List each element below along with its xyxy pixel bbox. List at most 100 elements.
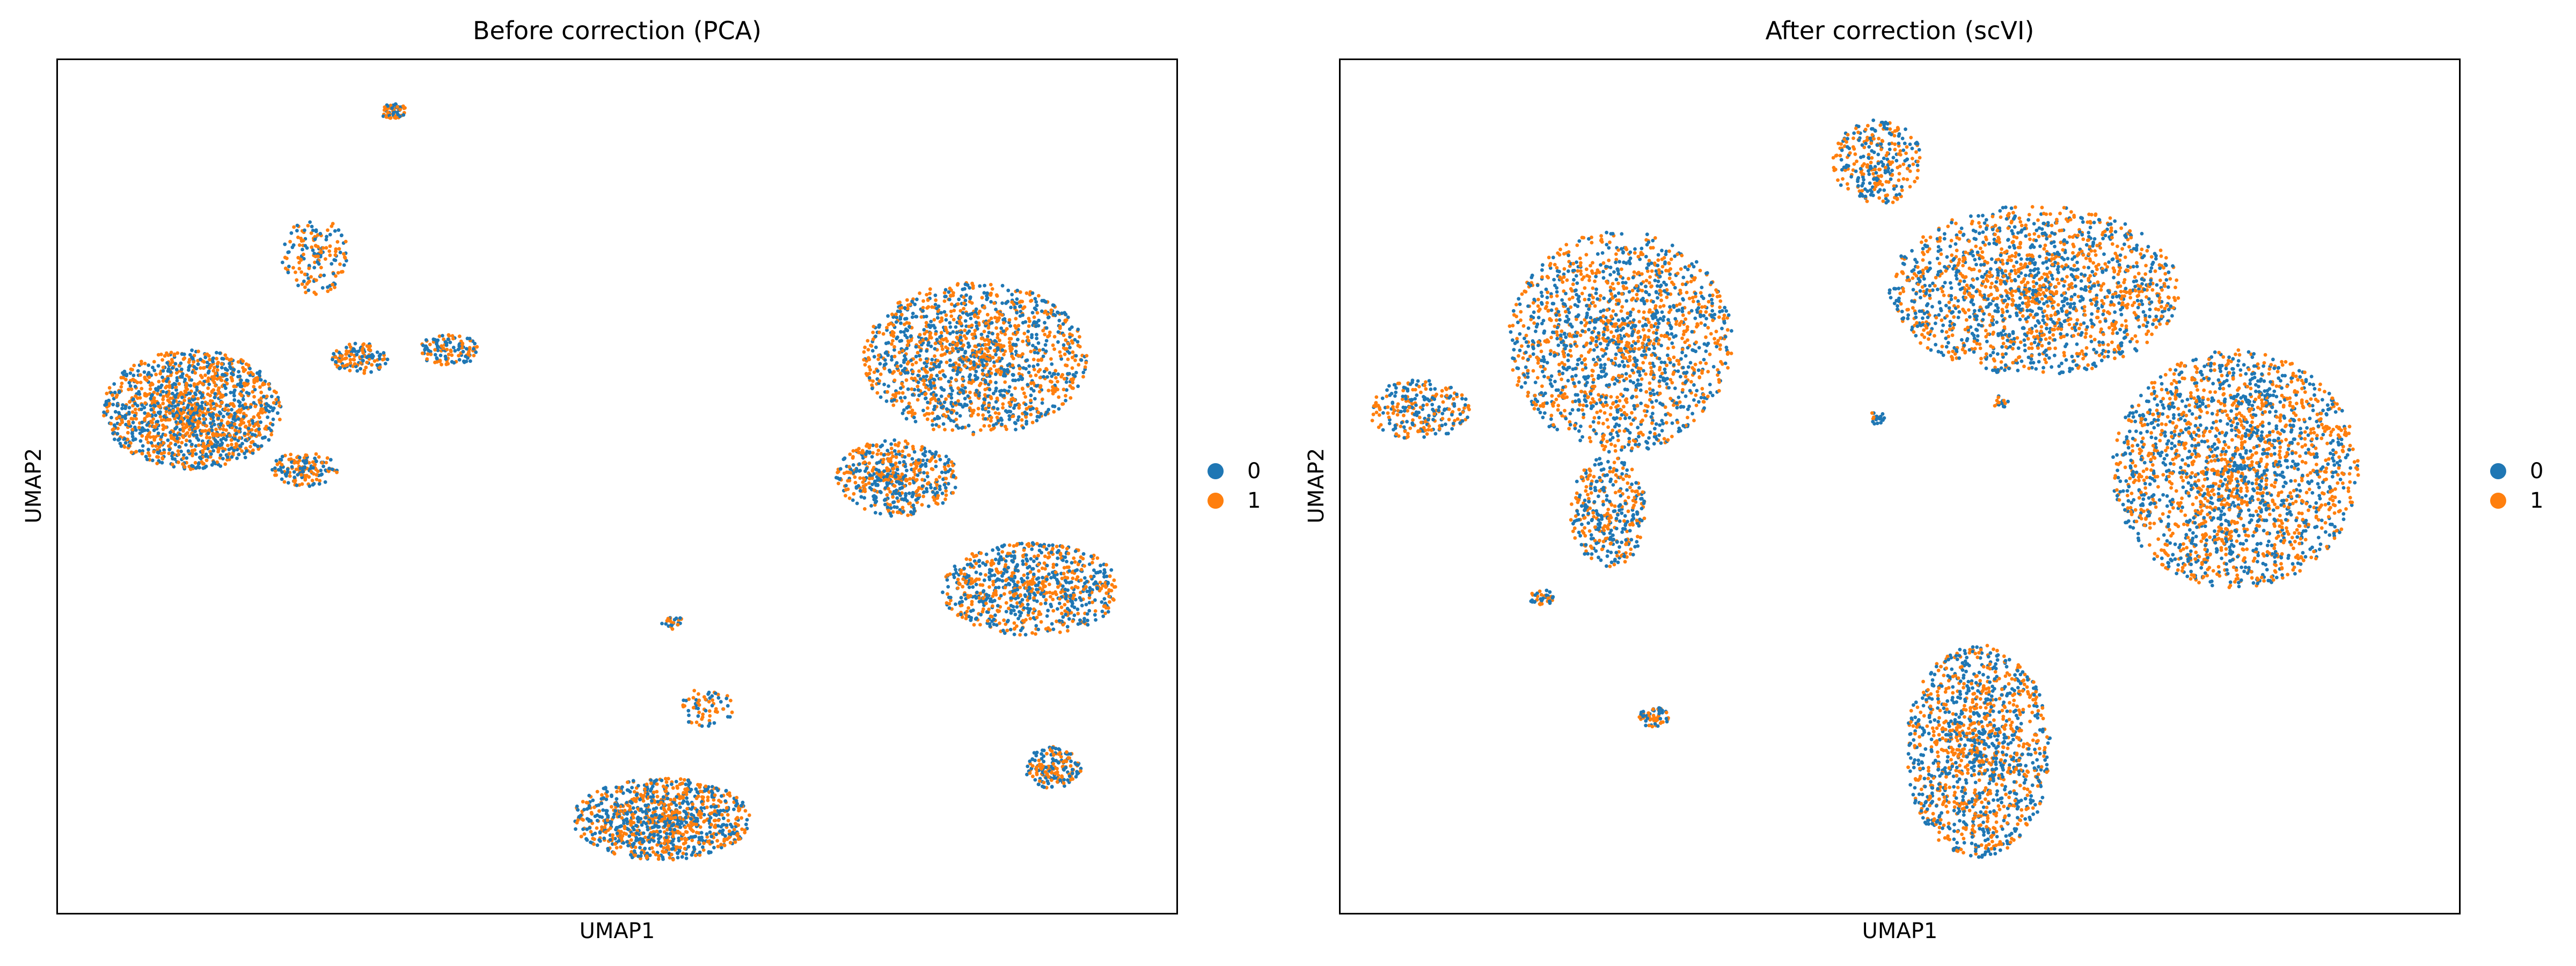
scatter-point-left [1069,759,1073,763]
scatter-point-left [291,266,295,270]
scatter-point-left [685,796,689,800]
scatter-point-left [457,354,460,358]
scatter-point-left [1074,577,1079,581]
scatter-point-left [218,464,223,468]
scatter-point-left [118,437,121,441]
scatter-point-left [1035,336,1039,340]
scatter-point-left [1071,350,1075,354]
scatter-point-left [322,273,326,277]
scatter-point-left [999,594,1003,598]
scatter-point-left [1027,342,1031,346]
scatter-point-left [697,840,701,845]
scatter-point-left [872,472,876,476]
scatter-point-left [654,813,658,817]
scatter-point-left [1026,566,1030,570]
scatter-point-left [311,229,315,232]
scatter-point-left [185,438,188,443]
scatter-point-left [980,296,984,300]
scatter-point-left [662,802,666,807]
scatter-point-left [974,393,978,397]
scatter-point-left [398,114,402,119]
scatter-point-left [375,350,379,354]
scatter-point-left [240,442,244,446]
scatter-point-left [939,353,943,357]
scatter-point-left [114,395,119,399]
scatter-point-left [1028,570,1033,574]
scatter-point-left [126,430,130,435]
scatter-point-left [697,692,700,696]
scatter-point-left [612,851,616,855]
scatter-point-left [949,314,954,318]
scatter-point-left [707,690,711,694]
scatter-point-left [950,428,955,432]
scatter-point-left [148,435,152,439]
scatter-point-left [592,842,596,846]
scatter-point-left [161,427,165,431]
scatter-point-left [306,276,310,280]
scatter-point-left [1075,607,1080,611]
scatter-point-left [986,349,990,353]
scatter-point-left [238,444,242,448]
scatter-point-left [158,371,162,376]
scatter-point-left [1029,393,1033,398]
scatter-point-left [599,801,604,806]
scatter-point-left [963,364,967,368]
scatter-point-left [940,316,944,320]
scatter-point-left [1036,411,1041,414]
scatter-point-left [187,428,192,431]
scatter-point-left [310,479,314,482]
scatter-point-left [319,266,323,269]
scatter-point-left [932,498,936,502]
scatter-point-left [989,415,993,420]
scatter-point-left [1049,576,1053,580]
scatter-point-left [626,780,630,784]
scatter-point-left [209,414,213,418]
scatter-point-left [1012,632,1016,636]
scatter-point-left [433,338,437,342]
scatter-point-left [948,358,952,362]
scatter-point-left [676,822,679,826]
scatter-point-left [601,808,605,812]
scatter-point-left [903,396,907,400]
scatter-point-left [966,595,970,599]
scatter-point-left [867,451,872,455]
scatter-point-left [919,349,923,353]
scatter-point-left [944,477,948,481]
scatter-point-left [1014,326,1018,330]
scatter-point-left [743,809,748,813]
scatter-point-left [964,557,969,561]
scatter-point-left [944,489,948,493]
scatter-point-left [138,380,143,384]
scatter-point-left [1006,288,1011,292]
scatter-point-left [1092,574,1096,579]
scatter-point-left [251,390,255,394]
scatter-point-left [1019,594,1022,598]
scatter-point-left [978,309,982,313]
scatter-point-left [225,377,229,382]
scatter-point-left [215,413,218,417]
scatter-point-left [587,794,591,797]
scatter-point-left [1007,543,1012,547]
scatter-point-left [291,243,296,247]
scatter-point-left [942,400,947,404]
scatter-point-left [1071,576,1075,580]
scatter-point-left [608,838,612,842]
scatter-point-left [1071,596,1075,601]
scatter-point-left [655,782,659,786]
scatter-point-left [879,372,883,376]
scatter-point-left [989,380,993,384]
scatter-point-left [911,393,914,397]
scatter-point-left [908,325,911,329]
scatter-point-left [333,253,338,257]
scatter-point-left [711,698,714,702]
scatter-point-left [348,361,353,365]
scatter-point-left [1013,403,1017,407]
scatter-point-left [169,370,173,374]
scatter-point-left [1052,303,1056,308]
scatter-point-left [314,473,319,477]
scatter-point-left [1082,564,1086,568]
scatter-point-left [655,829,659,833]
scatter-point-left [985,373,989,377]
scatter-point-left [728,840,733,845]
scatter-point-left [155,422,159,426]
